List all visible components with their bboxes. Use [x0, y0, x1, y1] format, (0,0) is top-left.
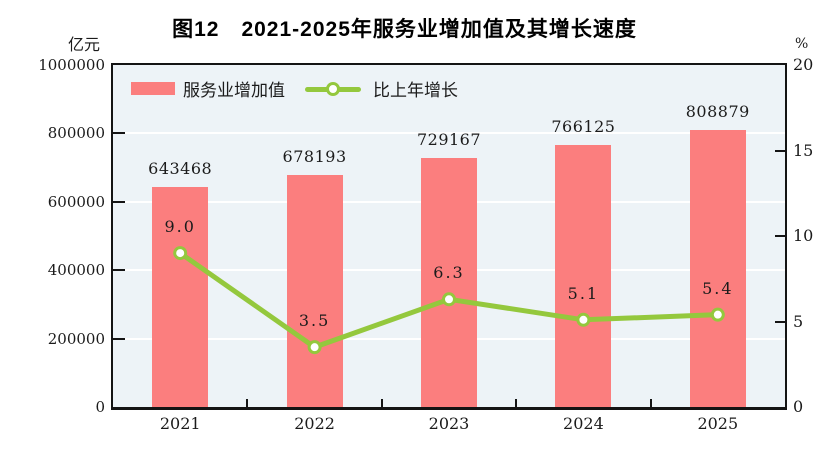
- bar-2022: [286, 175, 343, 407]
- bar-value-label: 729167: [416, 129, 482, 149]
- line-value-label: 5.1: [567, 283, 600, 303]
- legend-line-label: 比上年增长: [373, 81, 458, 100]
- left-axis-tick: [113, 269, 125, 272]
- legend: 服务业增加值 比上年增长: [131, 76, 458, 101]
- left-axis-tick-label: 0: [95, 398, 105, 416]
- right-axis-tick-label: 15: [793, 140, 814, 160]
- line-value-label: 9.0: [164, 217, 196, 237]
- line-marker-2022: [307, 340, 322, 355]
- bar-value-label: 643468: [148, 158, 213, 178]
- x-axis-label-2024: 2024: [563, 414, 604, 433]
- left-axis-tick-label: 800000: [47, 124, 105, 143]
- x-axis-tick: [649, 399, 652, 407]
- line-value-label: 6.3: [433, 263, 465, 283]
- legend-line-marker-icon: [326, 81, 340, 96]
- line-marker-2024: [576, 312, 591, 327]
- left-axis-tick-label: 400000: [47, 261, 105, 280]
- left-axis-tick: [113, 132, 125, 135]
- right-axis-tick-label: 0: [793, 397, 804, 416]
- x-axis-tick: [380, 399, 383, 407]
- legend-bar-label: 服务业增加值: [183, 81, 285, 100]
- bar-value-label: 678193: [282, 147, 347, 167]
- right-axis-tick-label: 20: [793, 55, 814, 74]
- x-axis-tick: [246, 399, 249, 407]
- left-axis-tick-label: 1000000: [38, 56, 105, 74]
- legend-line-symbol: [305, 81, 361, 96]
- right-axis-tick: [775, 149, 785, 152]
- line-layer: [173, 246, 725, 355]
- right-axis-tick-label: 5: [793, 311, 804, 331]
- bar-2024: [555, 144, 612, 407]
- chart-title: 图12 2021-2025年服务业增加值及其增长速度: [172, 18, 637, 41]
- line-marker-2023: [442, 292, 456, 307]
- right-axis-tick-label: 10: [793, 226, 814, 245]
- line-value-label: 3.5: [298, 311, 331, 331]
- bar-value-label: 766125: [551, 116, 616, 136]
- gridline: [113, 132, 785, 135]
- plot-area: 643468 678193 729167 766125 808879 9.0 3.5 6.3 5…: [111, 63, 787, 410]
- legend-bar-swatch: [131, 82, 175, 95]
- bar-2025: [689, 130, 746, 407]
- x-axis-tick: [515, 399, 518, 407]
- x-axis-label-2021: 2021: [159, 414, 201, 433]
- bar-2023: [421, 157, 477, 407]
- right-axis-tick: [775, 235, 785, 237]
- line-value-label: 5.4: [702, 278, 734, 298]
- line-marker-2021: [173, 246, 188, 261]
- left-axis-tick: [113, 200, 125, 203]
- left-axis-tick-label: 200000: [47, 329, 105, 348]
- line-marker-2025: [710, 307, 725, 322]
- x-axis-label-2025: 2025: [697, 414, 739, 433]
- left-axis-tick: [113, 337, 125, 340]
- left-axis-tick-label: 600000: [47, 192, 105, 211]
- right-axis-unit-label: %: [795, 36, 809, 52]
- x-axis-label-2023: 2023: [428, 414, 470, 433]
- right-axis-tick: [775, 320, 785, 323]
- bar-2021: [152, 186, 209, 407]
- bar-value-label: 808879: [685, 102, 750, 122]
- left-axis-unit-label: 亿元: [67, 37, 100, 54]
- x-axis-label-2022: 2022: [294, 414, 335, 433]
